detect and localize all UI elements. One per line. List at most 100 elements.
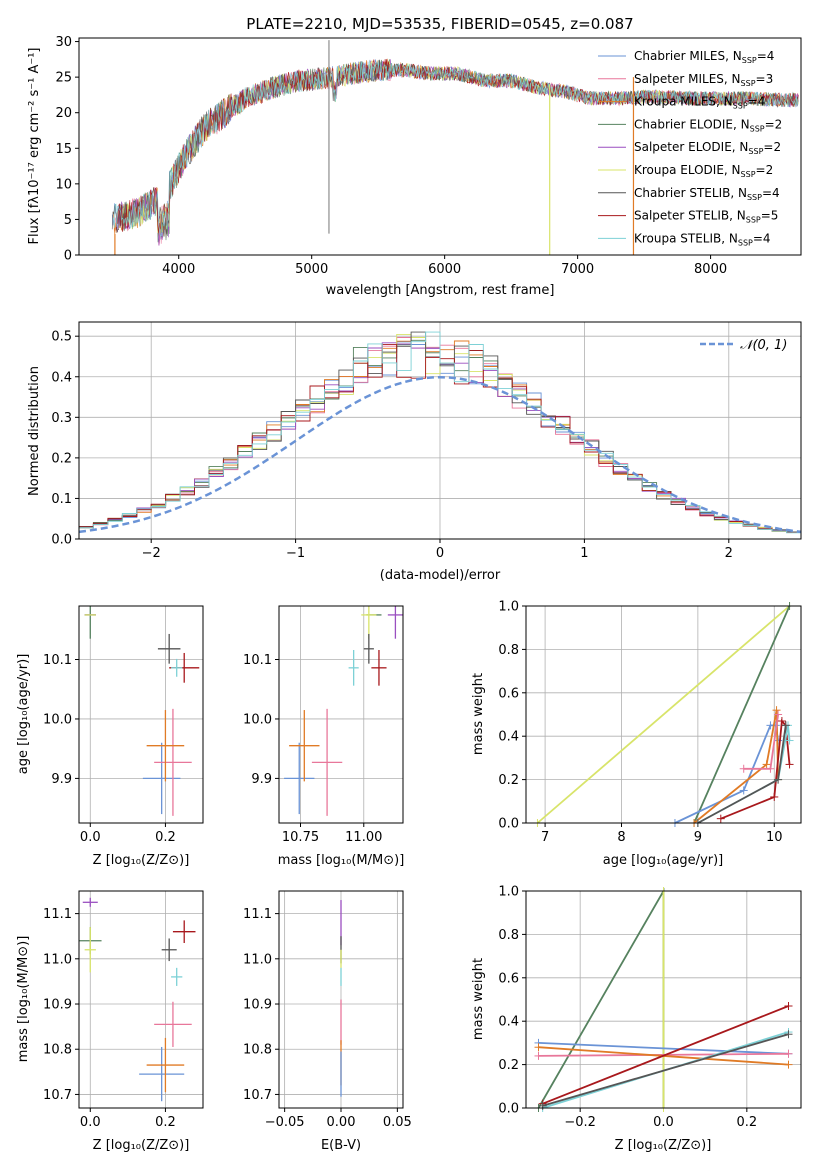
x-tick-label: 2 <box>725 546 733 561</box>
age-vs-z-panel: 0.0 0.2 9.9 10.0 10.1 Z [log₁₀(Z/Z⊙)] age [l… <box>16 605 204 868</box>
errorbar-salpeter_miles <box>154 1001 192 1047</box>
y-tick-label: 0.4 <box>498 1015 519 1030</box>
x-tick-label: 0 <box>436 546 444 561</box>
y-tick-label: 11.0 <box>43 952 72 967</box>
mass-vs-ebv-frame <box>278 890 404 1109</box>
massweight-vs-z-xlabel: Z [log₁₀(Z/Z⊙)] <box>615 1138 712 1153</box>
legend-label-kroupa_stelib: Kroupa STELIB, NSSP=4 <box>634 231 771 247</box>
x-tick-label: 5000 <box>295 262 328 277</box>
age-vs-mass-plot: 10.75 11.00 9.9 10.0 10.1 <box>243 606 403 845</box>
age-vs-z-ylabel: age [log₁₀(age/yr)] <box>16 654 31 775</box>
mass-vs-z-frame <box>78 890 204 1109</box>
errorbar-salpeter_stelib <box>172 920 196 943</box>
normal-curve <box>78 375 802 534</box>
x-tick-label: 0.00 <box>327 1115 356 1130</box>
weight-marker-salpeter_miles <box>766 764 775 773</box>
errorbar-kroupa_stelib <box>171 658 183 677</box>
y-tick-label: 25 <box>55 71 72 86</box>
errorbar-kroupa_miles <box>289 710 320 782</box>
x-tick-label: 0.2 <box>155 830 176 845</box>
residual-hist-ylabel: Normed distribution <box>27 366 42 496</box>
figure-title: PLATE=2210, MJD=53535, FIBERID=0545, z=0… <box>246 15 633 33</box>
y-tick-label: 10.7 <box>243 1088 272 1103</box>
x-tick-label: 7 <box>541 830 549 845</box>
massweight-vs-z-ylabel: mass weight <box>471 958 486 1040</box>
y-tick-label: 11.1 <box>243 907 272 922</box>
weight-marker-chabrier_stelib <box>781 721 790 730</box>
weight-marker-kroupa_miles <box>772 706 781 715</box>
massweight-vs-z-panel: −0.2 0.0 0.2 0.0 0.2 0.4 0.6 0.8 1.0 Z [log₁₀(Z/… <box>471 885 802 1153</box>
y-tick-label: 10.1 <box>243 653 272 668</box>
mass-vs-ebv-plot: −0.05 0.00 0.05 10.7 10.8 10.9 11.0 11.1 <box>243 891 412 1130</box>
weight-marker-kroupa_miles <box>784 1060 793 1069</box>
y-tick-label: 0.2 <box>51 451 72 466</box>
x-tick-label: 0.2 <box>155 1115 176 1130</box>
y-tick-label: 10.9 <box>243 998 272 1013</box>
weight-marker-chabrier_stelib <box>774 775 783 784</box>
spectrum-legend: Chabrier MILES, NSSP=4 Salpeter MILES, NS… <box>598 49 782 247</box>
y-tick-label: 1.0 <box>498 600 519 615</box>
y-tick-label: 10.7 <box>43 1088 72 1103</box>
x-tick-label: −0.05 <box>265 1115 305 1130</box>
spectrum-ylabel: Flux [fλ10⁻¹⁷ erg cm⁻² s⁻¹ A⁻¹] <box>27 48 42 245</box>
errorbar-chabrier_stelib <box>363 633 374 664</box>
spectrum-panel: 4000 5000 6000 7000 8000 0 5 10 15 20 25 30 Chabrie… <box>27 35 802 298</box>
errorbar-chabrier_miles <box>142 742 181 815</box>
weight-marker-kroupa_stelib <box>785 736 794 745</box>
x-tick-label: 10 <box>766 830 783 845</box>
age-vs-mass-xlabel: mass [log₁₀(M/M⊙)] <box>278 853 405 868</box>
residual-hist-plot: −2 −1 0 1 2 0.0 0.1 0.2 0.3 0.4 0.5 <box>51 322 802 561</box>
y-tick-label: 11.0 <box>243 952 272 967</box>
x-tick-label: 0.0 <box>653 1115 674 1130</box>
mass-vs-z-ylabel: mass [log₁₀(M/M⊙)] <box>16 936 31 1063</box>
legend-label-chabrier_elodie: Chabrier ELODIE, NSSP=2 <box>634 117 782 133</box>
spectrum-line-kroupa_stelib <box>113 59 799 237</box>
x-tick-label: 8000 <box>694 262 727 277</box>
y-tick-label: 0.5 <box>51 330 72 345</box>
normal-curve-legend-label: 𝒩(0, 1) <box>740 338 787 353</box>
y-tick-label: 0.6 <box>498 686 519 701</box>
errorbar-salpeter_stelib <box>371 649 387 686</box>
weight-line-chabrier_elodie <box>693 605 791 824</box>
errorbar-salpeter_miles <box>154 708 192 816</box>
y-tick-label: 0.1 <box>51 492 72 507</box>
y-tick-label: 20 <box>55 106 72 121</box>
x-tick-label: 4000 <box>162 262 195 277</box>
y-tick-label: 0.0 <box>498 1102 519 1117</box>
x-tick-label: 7000 <box>561 262 594 277</box>
errorbar-chabrier_stelib <box>161 938 177 962</box>
weight-marker-salpeter_stelib <box>784 1002 793 1011</box>
y-tick-label: 15 <box>55 142 72 157</box>
y-tick-label: 10.9 <box>43 998 72 1013</box>
y-tick-label: 10 <box>55 177 72 192</box>
y-tick-label: 10.8 <box>243 1043 272 1058</box>
mass-vs-z-xlabel: Z [log₁₀(Z/Z⊙)] <box>93 1138 190 1153</box>
y-tick-label: 9.9 <box>51 772 72 787</box>
residual-hist-panel: −2 −1 0 1 2 0.0 0.1 0.2 0.3 0.4 0.5 𝒩(0, 1) (data-… <box>27 321 802 583</box>
y-tick-label: 0.8 <box>498 643 519 658</box>
x-tick-label: 9 <box>694 830 702 845</box>
y-tick-label: 0.3 <box>51 411 72 426</box>
mass-vs-ebv-panel: −0.05 0.00 0.05 10.7 10.8 10.9 11.0 11.1 E(B-V) <box>243 890 412 1153</box>
errorbar-kroupa_elodie <box>84 927 96 973</box>
errorbar-chabrier_miles <box>284 742 315 815</box>
y-tick-label: 0.0 <box>498 817 519 832</box>
y-tick-label: 0.8 <box>498 928 519 943</box>
y-tick-label: 0.4 <box>51 370 72 385</box>
x-tick-label: 6000 <box>428 262 461 277</box>
massweight-vs-age-xlabel: age [log₁₀(age/yr)] <box>603 853 724 868</box>
errorbar-chabrier_stelib <box>157 633 181 664</box>
x-tick-label: 8 <box>617 830 625 845</box>
legend-label-salpeter_stelib: Salpeter STELIB, NSSP=5 <box>634 209 778 225</box>
massweight-vs-z-frame <box>525 890 802 1109</box>
spectrum-plot: 4000 5000 6000 7000 8000 0 5 10 15 20 25 30 <box>55 35 799 277</box>
x-tick-label: 10.75 <box>282 830 319 845</box>
x-tick-label: 0.2 <box>736 1115 757 1130</box>
weight-line-kroupa_elodie <box>536 605 791 824</box>
age-vs-mass-panel: 10.75 11.00 9.9 10.0 10.1 mass [log₁₀(M/M⊙)] <box>243 605 405 868</box>
x-tick-label: 0.0 <box>80 830 101 845</box>
massweight-vs-age-ylabel: mass weight <box>471 673 486 755</box>
mass-vs-ebv-xlabel: E(B-V) <box>321 1138 361 1153</box>
y-tick-label: 0.2 <box>498 773 519 788</box>
errorbar-chabrier_miles <box>139 1046 185 1102</box>
